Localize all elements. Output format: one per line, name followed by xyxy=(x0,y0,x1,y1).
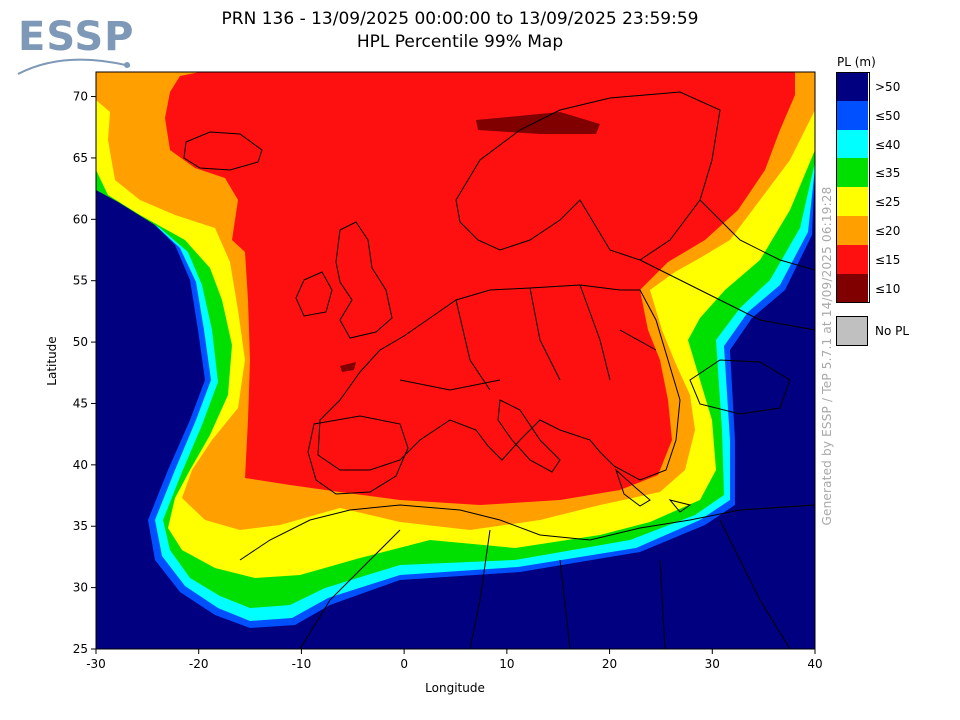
legend-label: ≤40 xyxy=(875,137,901,152)
x-axis-label: Longitude xyxy=(425,681,485,695)
legend-label: ≤15 xyxy=(875,252,901,267)
y-tick-label: 70 xyxy=(73,90,88,104)
legend-swatch xyxy=(836,216,868,245)
x-tick-label: -20 xyxy=(189,657,209,671)
y-tick-label: 60 xyxy=(73,212,88,226)
x-tick-label: 0 xyxy=(400,657,408,671)
legend-label: ≤50 xyxy=(875,108,901,123)
legend-swatch xyxy=(836,244,868,274)
logo-text: ESSP xyxy=(18,14,135,60)
y-tick-label: 55 xyxy=(73,274,88,288)
map-subtitle: HPL Percentile 99% Map xyxy=(356,32,564,52)
y-tick-label: 45 xyxy=(73,396,88,410)
legend-swatch xyxy=(836,273,868,303)
x-tick-label: 20 xyxy=(602,657,617,671)
logo-swoosh-icon xyxy=(17,58,131,75)
legend-swatch xyxy=(836,158,868,188)
legend-swatch xyxy=(836,129,868,159)
zone-le15 xyxy=(165,72,795,505)
y-tick-label: 30 xyxy=(73,581,88,595)
essp-logo: ESSP xyxy=(14,14,135,80)
legend-nopl-label: No PL xyxy=(875,324,910,338)
y-axis-label: Latitude xyxy=(45,336,59,386)
y-tick-label: 25 xyxy=(73,642,88,656)
map-title: PRN 136 - 13/09/2025 00:00:00 to 13/09/2… xyxy=(221,9,699,29)
credit-text: Generated by ESSP / TeP 5.7.1 at 14/09/2… xyxy=(820,186,834,526)
legend-label: ≤35 xyxy=(875,166,901,181)
zone-le10-small xyxy=(340,362,356,372)
legend-title: PL (m) xyxy=(837,55,876,69)
legend-nopl-swatch xyxy=(836,316,868,346)
legend-swatch xyxy=(836,72,868,101)
y-axis-ticks: 70 65 60 55 50 45 40 35 30 25 xyxy=(73,90,96,656)
x-tick-label: -30 xyxy=(86,657,106,671)
x-axis-ticks: -30 -20 -10 0 10 20 30 40 xyxy=(86,649,823,671)
legend-swatch xyxy=(836,187,868,217)
plot-frame xyxy=(95,71,816,650)
y-tick-label: 50 xyxy=(73,335,88,349)
legend-swatch xyxy=(836,100,868,130)
legend-label: ≤25 xyxy=(875,195,901,210)
x-tick-label: 40 xyxy=(807,657,822,671)
legend-label: ≤10 xyxy=(875,281,901,296)
y-tick-label: 40 xyxy=(73,458,88,472)
x-tick-label: 30 xyxy=(705,657,720,671)
legend-label: >50 xyxy=(875,80,901,94)
y-tick-label: 35 xyxy=(73,519,88,533)
x-tick-label: -10 xyxy=(292,657,312,671)
y-tick-label: 65 xyxy=(73,151,88,165)
legend-label: ≤20 xyxy=(875,224,901,238)
x-tick-label: 10 xyxy=(499,657,514,671)
zone-le10 xyxy=(476,112,600,134)
coastlines xyxy=(183,91,815,649)
